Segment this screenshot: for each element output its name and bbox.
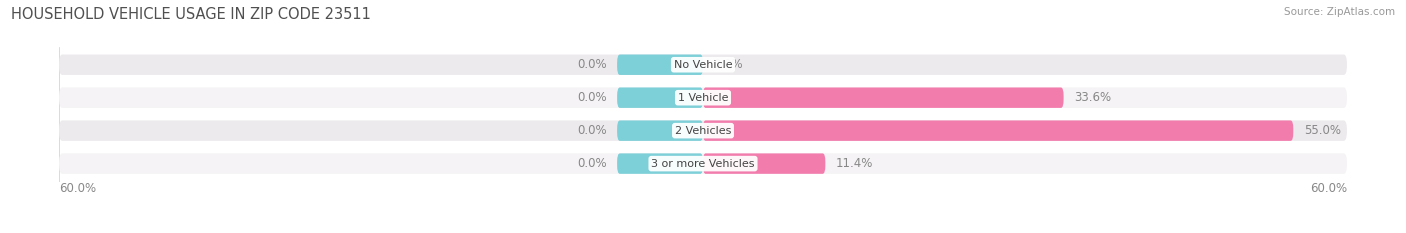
FancyBboxPatch shape xyxy=(59,55,1347,75)
Text: 0.0%: 0.0% xyxy=(714,58,744,71)
Legend: Owner-occupied, Renter-occupied: Owner-occupied, Renter-occupied xyxy=(576,232,830,233)
Text: 60.0%: 60.0% xyxy=(1310,182,1347,195)
FancyBboxPatch shape xyxy=(703,120,1294,141)
Text: 1 Vehicle: 1 Vehicle xyxy=(678,93,728,103)
FancyBboxPatch shape xyxy=(59,153,1347,174)
Text: 0.0%: 0.0% xyxy=(576,58,606,71)
Text: 60.0%: 60.0% xyxy=(59,182,96,195)
Text: 2 Vehicles: 2 Vehicles xyxy=(675,126,731,136)
Text: 0.0%: 0.0% xyxy=(576,124,606,137)
FancyBboxPatch shape xyxy=(617,120,703,141)
Text: 33.6%: 33.6% xyxy=(1074,91,1112,104)
FancyBboxPatch shape xyxy=(617,153,703,174)
Text: HOUSEHOLD VEHICLE USAGE IN ZIP CODE 23511: HOUSEHOLD VEHICLE USAGE IN ZIP CODE 2351… xyxy=(11,7,371,22)
Text: No Vehicle: No Vehicle xyxy=(673,60,733,70)
Text: 0.0%: 0.0% xyxy=(576,91,606,104)
FancyBboxPatch shape xyxy=(617,87,703,108)
Text: 55.0%: 55.0% xyxy=(1303,124,1341,137)
FancyBboxPatch shape xyxy=(703,153,825,174)
Text: Source: ZipAtlas.com: Source: ZipAtlas.com xyxy=(1284,7,1395,17)
FancyBboxPatch shape xyxy=(59,120,1347,141)
FancyBboxPatch shape xyxy=(59,87,1347,108)
Text: 11.4%: 11.4% xyxy=(837,157,873,170)
FancyBboxPatch shape xyxy=(617,55,703,75)
FancyBboxPatch shape xyxy=(703,87,1063,108)
Text: 0.0%: 0.0% xyxy=(576,157,606,170)
Text: 3 or more Vehicles: 3 or more Vehicles xyxy=(651,159,755,169)
